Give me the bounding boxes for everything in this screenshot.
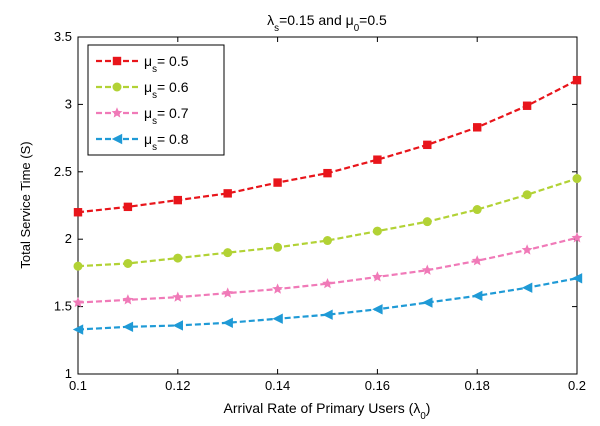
series-0 (73, 75, 582, 217)
data-point (421, 264, 433, 275)
data-point (372, 304, 383, 315)
data-point (173, 195, 182, 205)
chart-title: λs=0.15 and μ0=0.5 (267, 12, 387, 34)
data-point (123, 258, 133, 268)
x-tick-label: 0.18 (465, 378, 490, 393)
data-point (323, 236, 332, 246)
data-point (273, 178, 282, 187)
legend-swatch-marker (112, 82, 122, 92)
legend-label: μs= 0.5 (144, 53, 189, 75)
data-point (572, 174, 582, 184)
y-tick-label: 3 (65, 96, 72, 111)
data-point (222, 317, 233, 328)
data-point (123, 202, 133, 212)
x-tick-label: 0.14 (265, 378, 290, 393)
data-point (472, 205, 482, 215)
data-point (172, 291, 184, 302)
series-line (77, 236, 578, 304)
y-tick-label: 3.5 (54, 29, 72, 44)
y-axis: 1 1.5 2 2.5 3 3.5 (54, 29, 577, 381)
data-point (223, 189, 232, 198)
y-tick-label: 2 (65, 231, 72, 246)
data-point (322, 277, 333, 289)
data-point (522, 101, 532, 110)
legend-item: μs= 0.7 (96, 105, 189, 127)
y-tick-label: 2.5 (54, 164, 72, 179)
legend-box (87, 44, 225, 156)
data-point (273, 242, 283, 252)
data-point (222, 287, 234, 298)
series-line (77, 277, 578, 331)
data-point (173, 253, 183, 263)
series-line (77, 177, 578, 268)
data-point (572, 75, 582, 85)
x-tick-label: 0.12 (165, 378, 190, 393)
data-point (373, 155, 382, 164)
data-point (122, 294, 134, 305)
data-point (272, 283, 284, 294)
data-point (322, 309, 333, 320)
legend-swatch-marker (111, 107, 123, 118)
legend-item: μs= 0.8 (96, 131, 189, 153)
legend-label: μs= 0.6 (144, 79, 189, 101)
data-point (423, 140, 432, 150)
series-layer (72, 75, 583, 335)
x-axis-label: Arrival Rate of Primary Users (λ0) (224, 400, 431, 422)
legend-label: μs= 0.8 (144, 131, 189, 153)
data-point (422, 217, 432, 227)
y-axis-label: Total Service Time (S) (18, 141, 33, 268)
data-point (73, 261, 83, 271)
x-axis: 0.1 0.12 0.14 0.16 0.18 0.2 (69, 37, 586, 393)
data-point (522, 190, 532, 200)
data-point (323, 168, 332, 178)
data-point (422, 297, 433, 308)
data-point (172, 320, 183, 331)
data-point (471, 255, 483, 266)
data-point (521, 244, 533, 255)
data-point (223, 248, 233, 258)
data-point (571, 232, 583, 243)
series-1 (73, 174, 582, 271)
data-point (72, 324, 84, 335)
legend-swatch-marker (112, 56, 122, 66)
data-point (521, 282, 533, 293)
data-point (571, 273, 583, 284)
legend-item: μs= 0.5 (96, 53, 189, 75)
y-tick-label: 1.5 (54, 299, 72, 314)
data-point (372, 226, 382, 236)
data-point (472, 290, 483, 302)
data-point (371, 271, 383, 282)
data-point (73, 208, 83, 217)
y-tick-label: 1 (65, 366, 72, 381)
legend-swatch-marker (111, 133, 123, 145)
legend-item: μs= 0.6 (96, 79, 189, 101)
data-point (122, 321, 134, 333)
data-point (72, 296, 84, 308)
x-tick-label: 0.2 (568, 378, 586, 393)
data-point (272, 313, 283, 324)
data-point (473, 123, 482, 132)
series-2 (72, 232, 583, 308)
x-tick-label: 0.16 (365, 378, 390, 393)
series-3 (72, 273, 583, 335)
legend: μs= 0.5 μs= 0.6 μs= 0.7 μs= 0.8 (87, 44, 225, 156)
x-tick-label: 0.1 (69, 378, 87, 393)
legend-label: μs= 0.7 (144, 105, 189, 127)
